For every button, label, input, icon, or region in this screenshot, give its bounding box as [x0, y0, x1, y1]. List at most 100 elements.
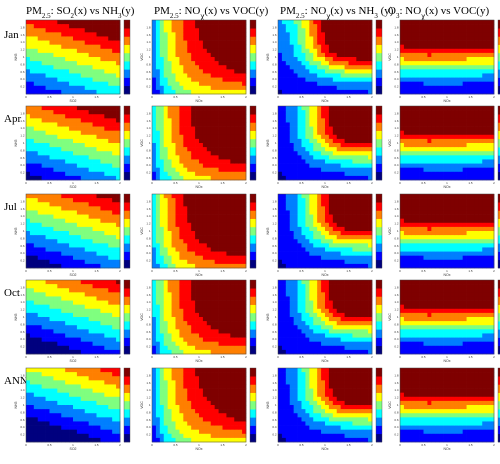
contour-cell — [340, 155, 345, 160]
contour-cell — [195, 20, 200, 25]
contour-cell — [104, 194, 109, 199]
contour-cell — [289, 85, 295, 91]
contour-cell — [328, 89, 334, 95]
contour-cell — [482, 143, 487, 148]
contour-cell — [179, 143, 184, 148]
contour-cell — [49, 118, 54, 123]
contour-cell — [80, 259, 86, 265]
contour-cell — [490, 52, 495, 58]
contour-cell — [88, 159, 93, 164]
contour-cell — [470, 28, 475, 33]
contour-cell — [108, 36, 113, 41]
contour-cell — [285, 77, 291, 83]
contour-cell — [332, 48, 338, 54]
contour-cell — [76, 48, 82, 54]
contour-cell — [187, 106, 192, 111]
y-tick-label: 0.2 — [272, 85, 277, 89]
contour-cell — [80, 247, 86, 252]
contour-cell — [313, 73, 318, 78]
contour-cell — [100, 57, 105, 62]
contour-cell — [183, 77, 188, 83]
contour-cell — [191, 130, 196, 136]
contour-cell — [352, 206, 357, 211]
contour-cell — [152, 85, 157, 91]
contour-cell — [301, 77, 306, 83]
contour-cell — [289, 198, 295, 203]
contour-cell — [29, 239, 35, 244]
contour-cell — [435, 110, 440, 115]
contour-cell — [482, 126, 487, 132]
contour-cell — [328, 77, 334, 83]
contour-cell — [450, 32, 456, 37]
contour-cell — [309, 167, 314, 173]
contour-cell — [403, 110, 409, 115]
contour-cell — [352, 134, 357, 140]
contour-cell — [490, 40, 495, 46]
contour-cell — [41, 57, 46, 62]
contour-cell — [218, 40, 223, 46]
contour-cell — [407, 114, 413, 119]
contour-cell — [187, 57, 192, 62]
contour-cell — [41, 214, 46, 220]
contour-cell — [289, 130, 295, 136]
contour-cell — [285, 40, 291, 46]
contour-cell — [403, 134, 409, 140]
contour-cell — [226, 147, 231, 152]
contour-cell — [226, 235, 231, 240]
contour-cell — [92, 143, 97, 148]
contour-cell — [100, 167, 105, 173]
contour-cell — [199, 106, 204, 111]
contour-cell — [175, 226, 180, 232]
contour-cell — [26, 40, 31, 46]
contour-cell — [450, 65, 456, 70]
contour-cell — [285, 171, 291, 177]
contour-cell — [206, 251, 212, 257]
contour-cell — [431, 77, 436, 83]
colorbar-segment — [498, 20, 500, 29]
contour-cell — [210, 235, 216, 240]
contour-cell — [364, 175, 369, 181]
contour-cell — [92, 24, 97, 29]
contour-cell — [100, 263, 105, 269]
contour-cell — [41, 206, 46, 211]
contour-cell — [96, 239, 101, 244]
contour-cell — [321, 106, 326, 111]
contour-cell — [206, 20, 212, 25]
contour-cell — [218, 210, 223, 215]
contour-cell — [179, 130, 184, 136]
contour-cell — [301, 235, 306, 240]
contour-cell — [175, 263, 180, 269]
y-tick-label: 1.2 — [394, 134, 399, 138]
contour-cell — [155, 206, 161, 211]
contour-cell — [242, 239, 247, 244]
contour-cell — [289, 57, 295, 62]
contour-cell — [297, 155, 302, 160]
contour-cell — [108, 44, 113, 50]
contour-cell — [443, 147, 448, 152]
contour-cell — [482, 48, 487, 54]
contour-cell — [482, 44, 487, 50]
contour-cell — [152, 36, 157, 41]
contour-cell — [309, 130, 314, 136]
y-tick-label: 0.8 — [20, 148, 25, 152]
contour-cell — [352, 106, 357, 111]
contour-cell — [214, 118, 219, 123]
contour-cell — [482, 40, 487, 46]
colorbar-frame — [123, 193, 131, 269]
y-tick-label: 0.4 — [146, 163, 151, 167]
contour-cell — [447, 48, 452, 54]
contour-cell — [278, 222, 283, 228]
contour-cell — [344, 28, 349, 33]
contour-cell — [76, 40, 82, 46]
contour-cell — [352, 65, 357, 70]
contour-cell — [278, 226, 283, 232]
x-tick-label: 1.5 — [220, 95, 225, 99]
contour-cell — [234, 222, 239, 228]
contour-cell — [474, 24, 479, 29]
contour-cell — [187, 259, 192, 265]
contour-cell — [222, 85, 227, 91]
contour-cell — [191, 167, 196, 173]
contour-cell — [336, 126, 342, 132]
contour-cell — [88, 44, 93, 50]
